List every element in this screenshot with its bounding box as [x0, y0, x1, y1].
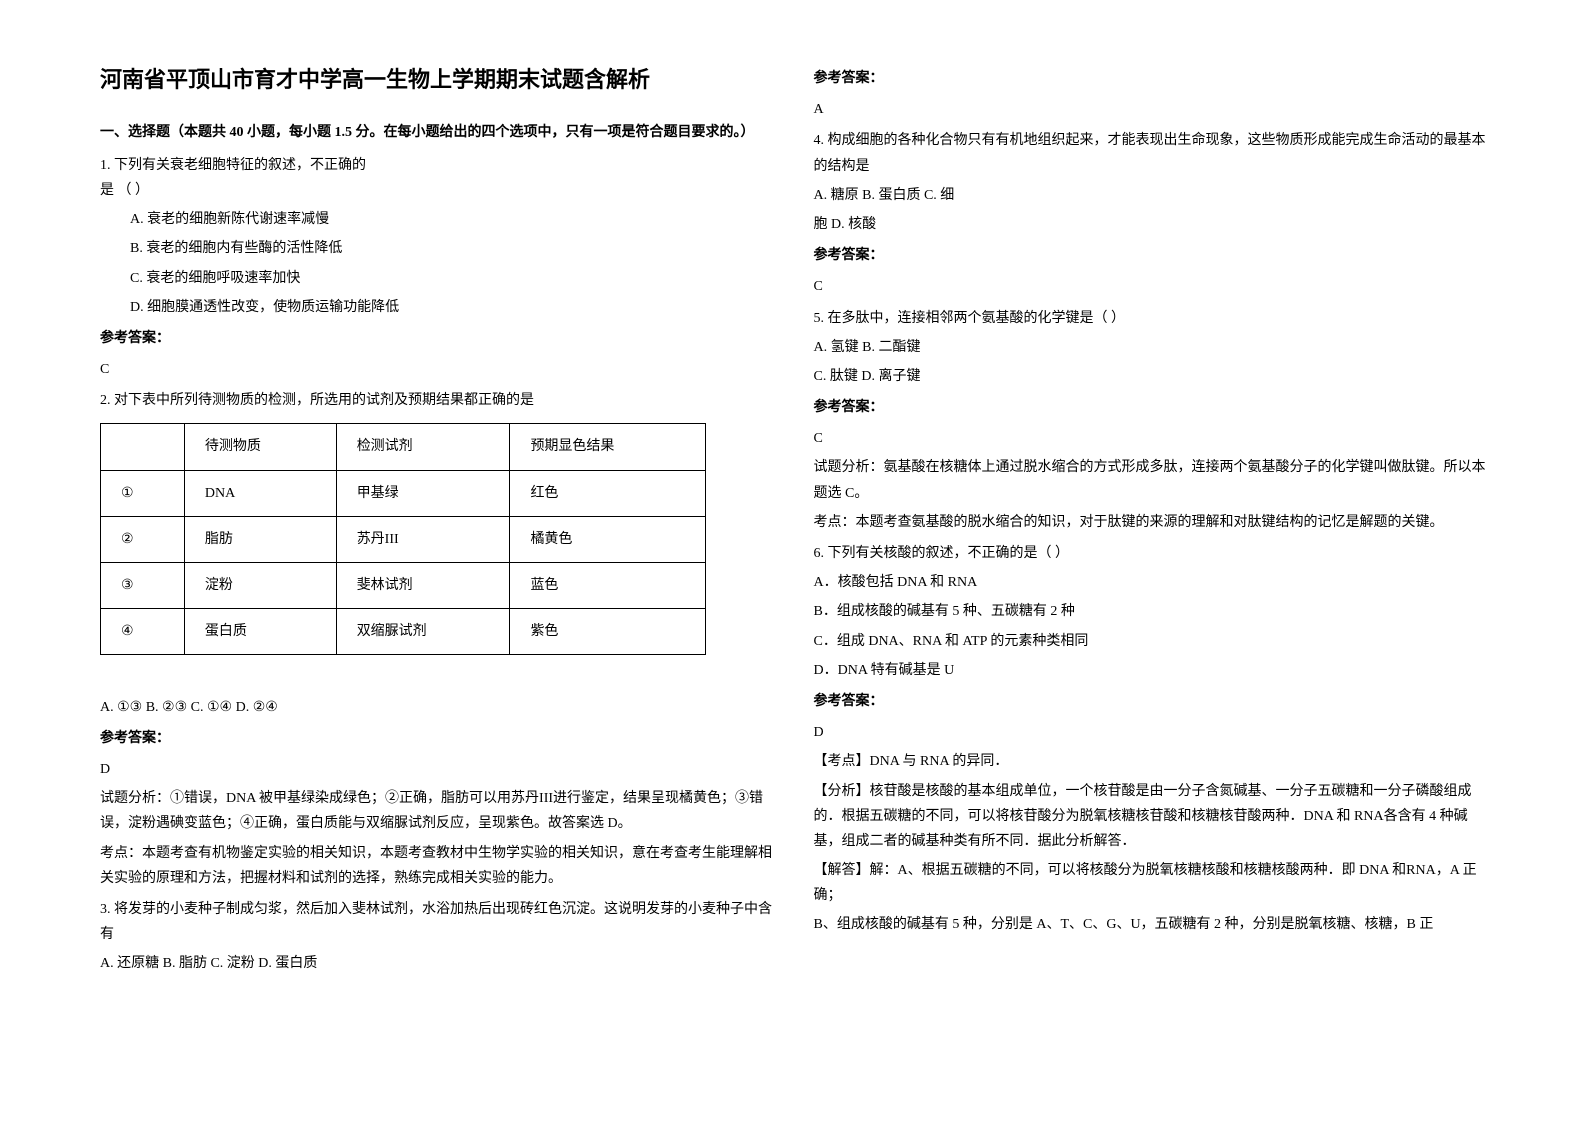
- q6-point: 【考点】DNA 与 RNA 的异同．: [814, 749, 1488, 774]
- question-5: 5. 在多肽中，连接相邻两个氨基酸的化学键是（ ） A. 氢键 B. 二酯键 C…: [814, 306, 1488, 390]
- q1-opt-c: C. 衰老的细胞呼吸速率加快: [130, 266, 774, 291]
- q2-table: 待测物质 检测试剂 预期显色结果 ① DNA 甲基绿 红色 ② 脂肪 苏丹III…: [100, 423, 706, 655]
- q6-opt-b: B．组成核酸的碱基有 5 种、五碳糖有 2 种: [814, 599, 1488, 624]
- q5-analysis-2: 考点：本题考查氨基酸的脱水缩合的知识，对于肽键的来源的理解和对肽键结构的记忆是解…: [814, 510, 1488, 535]
- answer-label-6: 参考答案：: [814, 689, 1488, 714]
- question-3: 3. 将发芽的小麦种子制成匀浆，然后加入斐林试剂，水浴加热后出现砖红色沉淀。这说…: [100, 897, 774, 977]
- th-3: 预期显色结果: [510, 424, 706, 470]
- q6-analysis: 【分析】核苷酸是核酸的基本组成单位，一个核苷酸是由一分子含氮碱基、一分子五碳糖和…: [814, 779, 1488, 855]
- cell: ①: [101, 470, 185, 516]
- cell: ②: [101, 516, 185, 562]
- th-1: 待测物质: [184, 424, 336, 470]
- q5-answer: C: [814, 426, 1488, 451]
- q5-opt-line1: A. 氢键 B. 二酯键: [814, 335, 1488, 360]
- section-1-header: 一、选择题（本题共 40 小题，每小题 1.5 分。在每小题给出的四个选项中，只…: [100, 120, 774, 145]
- th-0: [101, 424, 185, 470]
- q1-stem: 1. 下列有关衰老细胞特征的叙述，不正确的: [100, 153, 774, 178]
- q4-stem: 4. 构成细胞的各种化合物只有有机地组织起来，才能表现出生命现象，这些物质形成能…: [814, 128, 1488, 178]
- q4-opt-line1: A. 糖原 B. 蛋白质 C. 细: [814, 183, 1488, 208]
- cell: 双缩脲试剂: [336, 609, 510, 655]
- cell: 脂肪: [184, 516, 336, 562]
- q1-opt-b: B. 衰老的细胞内有些酶的活性降低: [130, 236, 774, 261]
- cell: 橘黄色: [510, 516, 706, 562]
- question-1: 1. 下列有关衰老细胞特征的叙述，不正确的 是 （ ） A. 衰老的细胞新陈代谢…: [100, 153, 774, 320]
- cell: 淀粉: [184, 563, 336, 609]
- cell: 甲基绿: [336, 470, 510, 516]
- answer-label-4: 参考答案：: [814, 243, 1488, 268]
- left-column: 河南省平顶山市育才中学高一生物上学期期末试题含解析 一、选择题（本题共 40 小…: [80, 60, 794, 1062]
- q6-solve-1: 【解答】解：A、根据五碳糖的不同，可以将核酸分为脱氧核糖核酸和核糖核酸两种．即 …: [814, 858, 1488, 908]
- answer-label-5: 参考答案：: [814, 395, 1488, 420]
- q2-options: A. ①③ B. ②③ C. ①④ D. ②④: [100, 695, 774, 720]
- q6-opt-a: A．核酸包括 DNA 和 RNA: [814, 570, 1488, 595]
- q6-answer: D: [814, 720, 1488, 745]
- q6-opt-c: C．组成 DNA、RNA 和 ATP 的元素种类相同: [814, 629, 1488, 654]
- q5-stem: 5. 在多肽中，连接相邻两个氨基酸的化学键是（ ）: [814, 306, 1488, 331]
- q1-answer: C: [100, 357, 774, 382]
- cell: ④: [101, 609, 185, 655]
- q2-analysis-2: 考点：本题考查有机物鉴定实验的相关知识，本题考查教材中生物学实验的相关知识，意在…: [100, 841, 774, 891]
- q4-answer: C: [814, 274, 1488, 299]
- cell: ③: [101, 563, 185, 609]
- q1-opt-a: A. 衰老的细胞新陈代谢速率减慢: [130, 207, 774, 232]
- q5-analysis-1: 试题分析：氨基酸在核糖体上通过脱水缩合的方式形成多肽，连接两个氨基酸分子的化学键…: [814, 455, 1488, 505]
- cell: DNA: [184, 470, 336, 516]
- answer-label-1: 参考答案：: [100, 326, 774, 351]
- cell: 斐林试剂: [336, 563, 510, 609]
- answer-label-2: 参考答案：: [100, 726, 774, 751]
- q1-stem2: 是 （ ）: [100, 178, 774, 203]
- q6-opt-d: D．DNA 特有碱基是 U: [814, 658, 1488, 683]
- q1-options: A. 衰老的细胞新陈代谢速率减慢 B. 衰老的细胞内有些酶的活性降低 C. 衰老…: [130, 207, 774, 320]
- table-row: ② 脂肪 苏丹III 橘黄色: [101, 516, 706, 562]
- q6-stem: 6. 下列有关核酸的叙述，不正确的是（ ）: [814, 541, 1488, 566]
- th-2: 检测试剂: [336, 424, 510, 470]
- cell: 红色: [510, 470, 706, 516]
- q2-analysis-1: 试题分析：①错误，DNA 被甲基绿染成绿色；②正确，脂肪可以用苏丹III进行鉴定…: [100, 786, 774, 836]
- cell: 紫色: [510, 609, 706, 655]
- q2-answer: D: [100, 757, 774, 782]
- q6-solve-2: B、组成核酸的碱基有 5 种，分别是 A、T、C、G、U，五碳糖有 2 种，分别…: [814, 912, 1488, 937]
- document-title: 河南省平顶山市育才中学高一生物上学期期末试题含解析: [100, 60, 774, 100]
- q1-opt-d: D. 细胞膜通透性改变，使物质运输功能降低: [130, 295, 774, 320]
- table-row: ③ 淀粉 斐林试剂 蓝色: [101, 563, 706, 609]
- cell: 蓝色: [510, 563, 706, 609]
- cell: 苏丹III: [336, 516, 510, 562]
- question-2: 2. 对下表中所列待测物质的检测，所选用的试剂及预期结果都正确的是 待测物质 检…: [100, 388, 774, 720]
- q3-answer: A: [814, 97, 1488, 122]
- question-6: 6. 下列有关核酸的叙述，不正确的是（ ） A．核酸包括 DNA 和 RNA B…: [814, 541, 1488, 683]
- q3-options: A. 还原糖 B. 脂肪 C. 淀粉 D. 蛋白质: [100, 951, 774, 976]
- table-row: ④ 蛋白质 双缩脲试剂 紫色: [101, 609, 706, 655]
- q3-stem: 3. 将发芽的小麦种子制成匀浆，然后加入斐林试剂，水浴加热后出现砖红色沉淀。这说…: [100, 897, 774, 947]
- q5-opt-line2: C. 肽键 D. 离子键: [814, 364, 1488, 389]
- q4-opt-line2: 胞 D. 核酸: [814, 212, 1488, 237]
- table-header-row: 待测物质 检测试剂 预期显色结果: [101, 424, 706, 470]
- question-4: 4. 构成细胞的各种化合物只有有机地组织起来，才能表现出生命现象，这些物质形成能…: [814, 128, 1488, 237]
- table-row: ① DNA 甲基绿 红色: [101, 470, 706, 516]
- q2-stem: 2. 对下表中所列待测物质的检测，所选用的试剂及预期结果都正确的是: [100, 388, 774, 413]
- answer-label-3: 参考答案：: [814, 66, 1488, 91]
- right-column: 参考答案： A 4. 构成细胞的各种化合物只有有机地组织起来，才能表现出生命现象…: [794, 60, 1508, 1062]
- cell: 蛋白质: [184, 609, 336, 655]
